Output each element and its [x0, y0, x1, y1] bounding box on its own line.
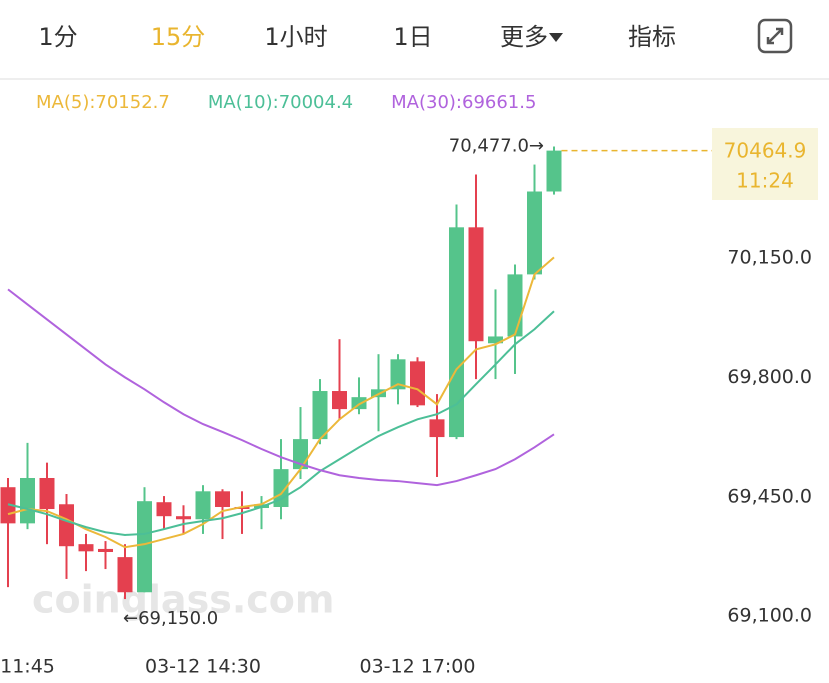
candle-body	[449, 227, 464, 438]
ma-legend: MA(10):70004.4	[208, 92, 353, 113]
candle-body	[527, 191, 542, 275]
tab[interactable]: 15分	[151, 23, 206, 51]
x-tick-label: 03-12 14:30	[145, 656, 261, 678]
low-annotation: ←69,150.0	[123, 608, 218, 629]
plot: 70,500.070,150.069,800.069,450.069,100.0…	[0, 92, 818, 678]
candle-body	[98, 548, 113, 553]
last-price: 70464.9	[724, 139, 807, 163]
candle-body	[117, 557, 133, 593]
y-tick-label: 70,150.0	[727, 247, 812, 269]
candle-body	[39, 477, 55, 510]
candle-body	[312, 391, 328, 440]
tab[interactable]: 更多	[500, 23, 548, 51]
ma-legend: MA(5):70152.7	[36, 92, 170, 113]
high-annotation: 70,477.0→	[449, 135, 544, 156]
watermark: coinglass.com	[32, 578, 334, 622]
candle-body	[351, 397, 367, 410]
candle-body	[390, 359, 406, 390]
tab[interactable]: 1分	[38, 23, 77, 51]
ma-line	[7, 288, 555, 487]
tab[interactable]: 指标	[628, 23, 676, 51]
candle-body	[59, 504, 74, 547]
fullscreen-icon[interactable]	[757, 18, 793, 54]
candle-body	[429, 419, 445, 438]
price-box	[712, 128, 818, 200]
tab[interactable]: 1小时	[264, 23, 327, 51]
candle-body	[488, 336, 503, 344]
candle-body	[20, 477, 35, 524]
y-tick-label: 69,450.0	[727, 485, 812, 507]
candle-body	[215, 491, 230, 507]
candle-body	[507, 274, 523, 337]
candle-body	[410, 361, 425, 406]
dropdown-arrow[interactable]	[549, 33, 563, 42]
candle-body	[332, 391, 347, 410]
ma-legend: MA(30):69661.5	[391, 92, 536, 113]
countdown: 11:24	[736, 169, 794, 193]
candle-body	[468, 227, 484, 342]
y-tick-label: 69,800.0	[727, 366, 812, 388]
candle-body	[195, 491, 211, 520]
candle-body	[137, 501, 152, 593]
candle-body	[546, 150, 562, 192]
y-tick-label: 69,100.0	[727, 605, 812, 627]
tab-bar: 1分 15分 1小时 1日 更多 指标	[38, 23, 676, 51]
candle-body	[176, 516, 191, 520]
x-tick-label: 03-12 17:00	[359, 656, 475, 678]
candle-body	[78, 544, 94, 552]
tab[interactable]: 1日	[393, 23, 432, 51]
x-tick-label: 11:45	[0, 656, 55, 678]
ma-line	[7, 310, 555, 536]
candle-body	[156, 502, 172, 517]
ma-line	[7, 256, 555, 549]
